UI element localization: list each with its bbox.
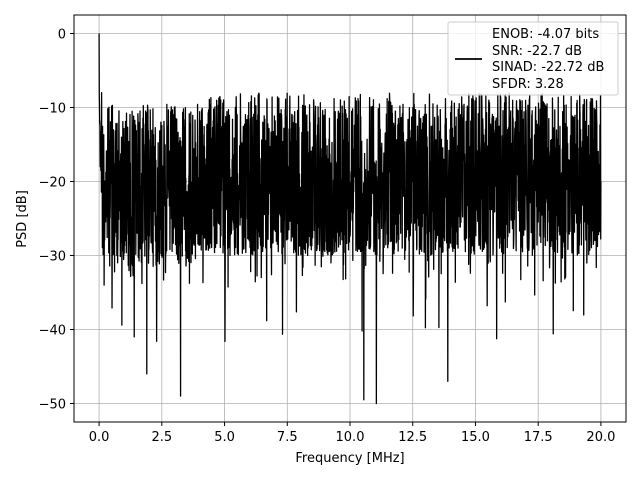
legend-text-enob: ENOB: -4.07 bits xyxy=(492,27,599,42)
x-tick-label: 0.0 xyxy=(89,430,110,445)
x-tick-label: 10.0 xyxy=(336,430,365,445)
legend: ENOB: -4.07 bits SNR: -22.7 dB SINAD: -2… xyxy=(447,21,619,96)
x-axis-label: Frequency [MHz] xyxy=(295,451,404,466)
legend-text-sfdr: SFDR: 3.28 xyxy=(492,77,564,92)
x-tick-label: 17.5 xyxy=(524,430,553,445)
y-axis-label: PSD [dB] xyxy=(15,190,30,248)
x-axis: 0.0 2.5 5.0 7.5 10.0 12.5 15.0 17.5 20.0 xyxy=(89,422,615,445)
y-tick-label: 0 xyxy=(58,28,66,43)
x-tick-label: 20.0 xyxy=(586,430,615,445)
x-tick-label: 2.5 xyxy=(151,430,172,445)
y-tick-label: −40 xyxy=(39,324,66,339)
psd-trace xyxy=(98,33,602,405)
y-axis: 0 −10 −20 −30 −40 −50 xyxy=(39,28,74,413)
x-tick-label: 12.5 xyxy=(398,430,427,445)
x-tick-label: 5.0 xyxy=(214,430,235,445)
legend-box xyxy=(447,21,619,96)
legend-text-snr: SNR: -22.7 dB xyxy=(492,44,582,59)
y-tick-label: −30 xyxy=(39,250,66,265)
y-tick-label: −50 xyxy=(39,398,66,413)
x-tick-label: 7.5 xyxy=(277,430,298,445)
y-tick-label: −10 xyxy=(39,102,66,117)
y-tick-label: −20 xyxy=(39,176,66,191)
series-psd xyxy=(98,33,602,405)
legend-text-sinad: SINAD: -22.72 dB xyxy=(492,60,604,75)
x-tick-label: 15.0 xyxy=(461,430,490,445)
